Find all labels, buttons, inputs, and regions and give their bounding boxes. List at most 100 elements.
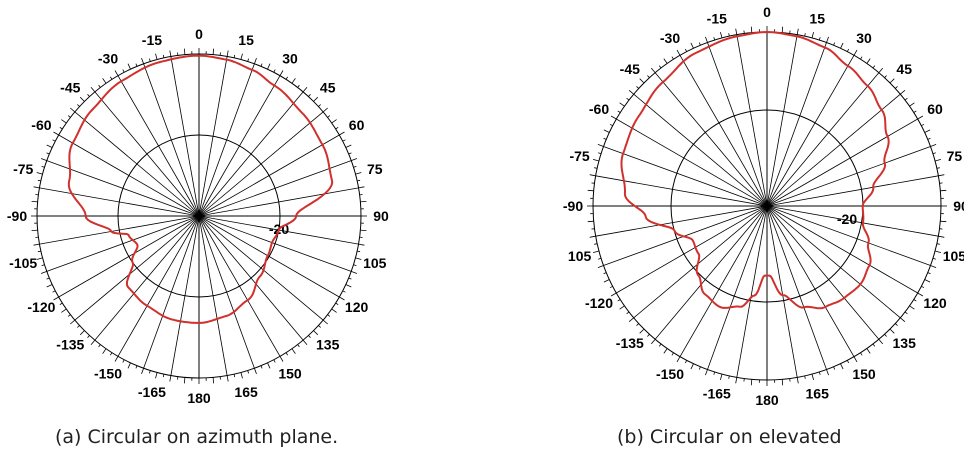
outer-tick <box>603 129 610 133</box>
outer-tick <box>934 159 942 162</box>
outer-tick <box>41 264 45 266</box>
outer-tick <box>889 328 895 334</box>
outer-tick <box>358 243 365 246</box>
outer-tick <box>592 159 600 162</box>
outer-tick <box>938 174 945 177</box>
outer-tick <box>878 339 884 345</box>
outer-tick <box>109 352 113 356</box>
angle-tick-label: 105 <box>568 248 592 264</box>
outer-tick <box>53 296 59 301</box>
outer-tick <box>728 375 730 379</box>
outer-tick <box>750 26 753 33</box>
outer-tick <box>31 229 38 231</box>
spoke-line <box>766 205 901 319</box>
outer-tick <box>940 220 947 223</box>
outer-tick <box>348 277 352 280</box>
spoke-line <box>616 118 768 207</box>
outer-tick <box>663 58 668 64</box>
angle-tick-label: -45 <box>620 61 640 77</box>
spoke-line <box>143 63 200 217</box>
outer-tick <box>826 36 829 43</box>
angle-tick-label: 45 <box>320 79 336 95</box>
spoke-line <box>74 111 200 217</box>
caption-elevated: (b) Circular on elevated <box>617 426 842 448</box>
outer-tick <box>357 179 361 182</box>
outer-tick <box>609 123 613 127</box>
outer-tick <box>149 370 151 374</box>
outer-tick <box>684 360 688 364</box>
angle-tick-label: 30 <box>282 50 298 66</box>
angle-tick-label: 150 <box>852 366 876 382</box>
outer-tick <box>342 139 346 142</box>
outer-tick <box>884 334 887 337</box>
spoke-line <box>198 91 304 217</box>
spoke-line <box>766 34 798 207</box>
outer-tick <box>592 250 600 253</box>
outer-tick <box>318 104 321 107</box>
spoke-line <box>39 215 200 245</box>
outer-tick <box>840 42 844 49</box>
outer-tick <box>355 257 362 260</box>
outer-tick <box>676 49 681 56</box>
outer-tick <box>713 371 716 375</box>
outer-tick <box>587 189 594 192</box>
outer-tick <box>353 166 357 168</box>
outer-tick <box>597 265 604 268</box>
outer-tick <box>650 339 656 345</box>
angle-tick-label: -165 <box>138 384 166 400</box>
outer-tick <box>114 70 119 76</box>
angle-tick-label: 120 <box>923 295 947 311</box>
outer-tick <box>233 54 236 58</box>
outer-tick <box>33 186 40 189</box>
spoke-line <box>46 160 200 217</box>
angle-tick-label: 75 <box>367 161 383 177</box>
spoke-line <box>679 55 768 207</box>
spoke-line <box>198 160 352 217</box>
outer-tick <box>878 67 884 73</box>
polar-chart-elevated: 0153045607590105120135150165180-165-150-… <box>563 4 964 408</box>
outer-tick <box>355 172 362 175</box>
outer-tick <box>267 362 271 369</box>
spoke-line <box>198 63 255 217</box>
spoke-line <box>74 215 200 321</box>
angle-tick-label: 180 <box>187 390 211 406</box>
outer-tick <box>872 65 876 69</box>
outer-tick <box>684 48 688 52</box>
outer-tick <box>46 277 50 280</box>
outer-tick <box>122 359 125 363</box>
outer-tick <box>594 167 598 169</box>
outer-tick <box>141 57 144 64</box>
outer-tick <box>940 189 947 192</box>
outer-tick <box>351 158 358 161</box>
outer-tick <box>345 284 352 288</box>
outer-tick <box>597 144 604 147</box>
angle-tick-label: 45 <box>896 61 912 77</box>
outer-tick <box>335 126 339 130</box>
outer-tick <box>267 63 271 70</box>
outer-tick <box>650 67 656 73</box>
outer-tick <box>184 48 186 55</box>
outer-tick <box>79 330 85 336</box>
outer-tick <box>87 94 90 97</box>
spoke-line <box>58 134 200 217</box>
spoke-line <box>58 215 200 298</box>
outer-tick <box>796 28 799 35</box>
spoke-line <box>766 175 939 207</box>
outer-tick <box>781 379 784 386</box>
angle-tick-label: 165 <box>806 385 830 401</box>
outer-tick <box>141 368 144 375</box>
outer-tick <box>904 97 908 101</box>
outer-tick <box>308 335 311 338</box>
spoke-line <box>633 93 768 207</box>
angle-tick-label: 120 <box>345 299 369 315</box>
outer-tick <box>934 250 942 253</box>
outer-tick <box>872 343 876 347</box>
outer-tick <box>735 377 738 384</box>
outer-tick <box>318 325 321 328</box>
angle-tick-label: -45 <box>60 79 80 95</box>
angle-tick-label: -30 <box>660 30 680 46</box>
spoke-line <box>170 215 200 376</box>
outer-tick <box>589 174 596 177</box>
radial-label: -20 <box>837 211 857 227</box>
outer-tick <box>360 229 367 231</box>
